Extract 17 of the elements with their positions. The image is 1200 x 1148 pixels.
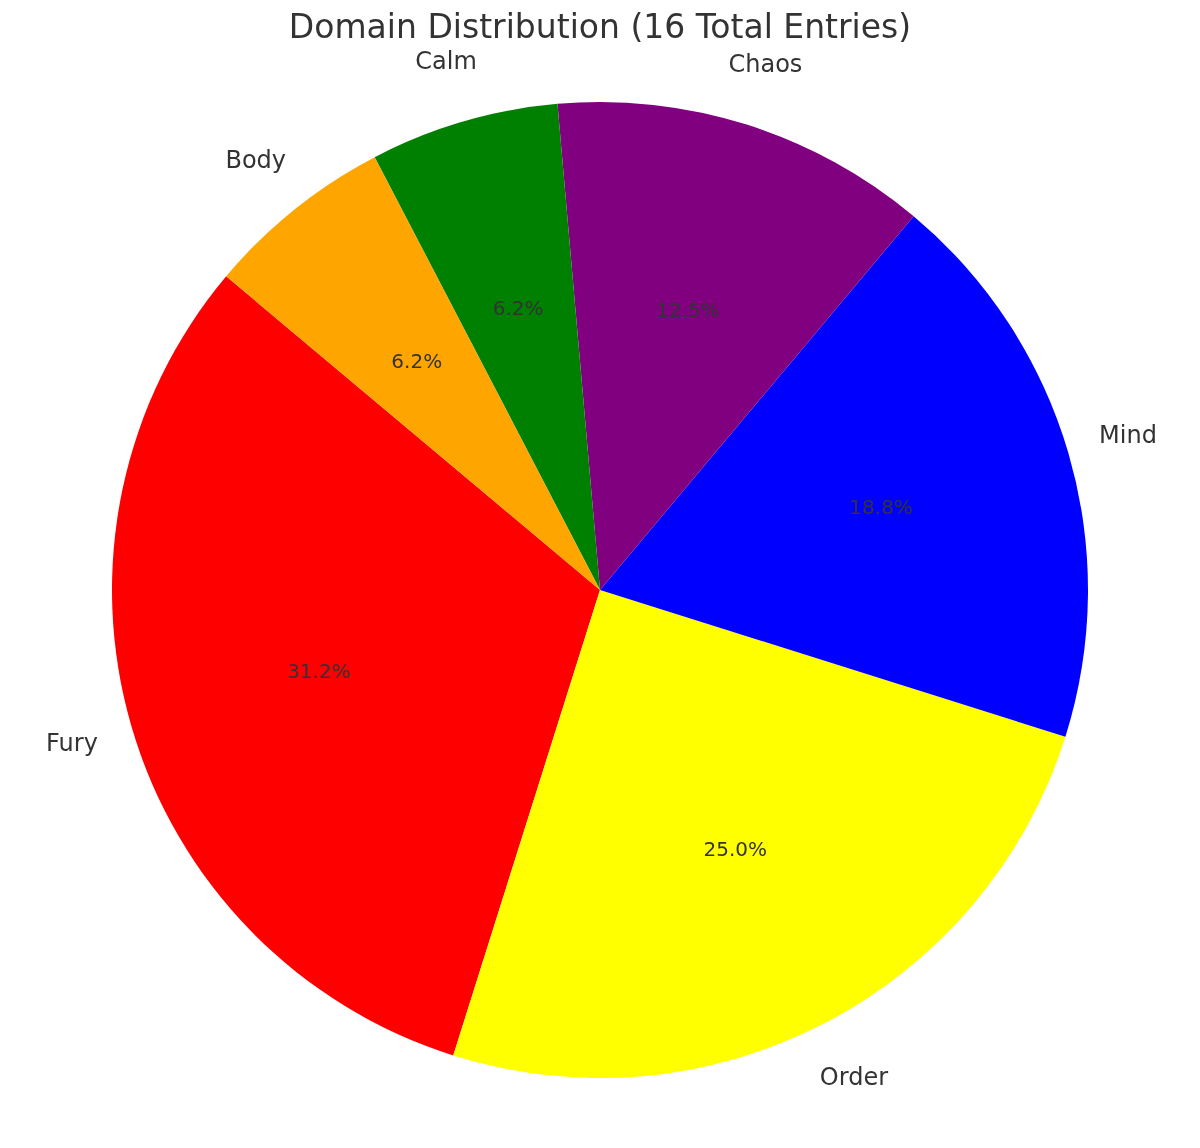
pie-slice — [112, 276, 600, 1056]
data-label: 6.2% — [492, 295, 544, 320]
slice-label: Body — [225, 146, 287, 175]
data-label: 25.0% — [703, 836, 767, 861]
slice-label: Calm — [415, 46, 477, 75]
pie-slice — [557, 102, 914, 590]
slice-label: Order — [819, 1062, 889, 1091]
pie-slice — [374, 103, 600, 590]
data-label: 31.2% — [287, 658, 351, 683]
data-label: 18.8% — [849, 495, 913, 520]
data-label: 6.2% — [391, 348, 443, 373]
slice-label: Fury — [46, 728, 98, 757]
slice-label: Mind — [1099, 421, 1157, 450]
pie-slice — [600, 216, 1088, 737]
chart-title: Domain Distribution (16 Total Entries) — [288, 7, 912, 46]
slice-label: Chaos — [728, 50, 803, 79]
data-label: 12.5% — [656, 297, 720, 322]
